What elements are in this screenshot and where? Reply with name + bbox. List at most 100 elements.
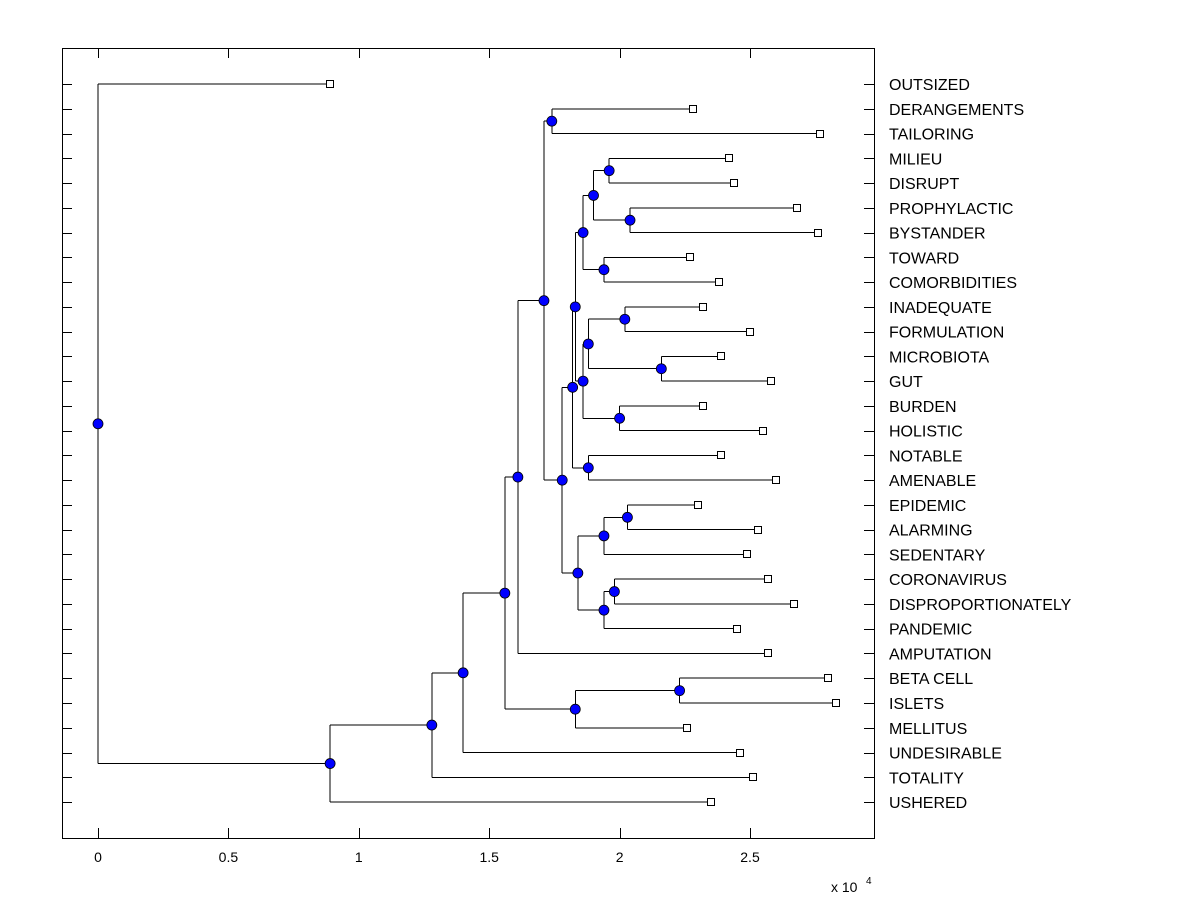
cluster-node bbox=[577, 375, 589, 387]
cluster-node bbox=[569, 301, 581, 313]
leaf-marker bbox=[683, 724, 691, 732]
leaf-label: AMPUTATION bbox=[889, 646, 992, 663]
leaf-marker bbox=[715, 278, 723, 286]
leaf-marker bbox=[730, 179, 738, 187]
leaf-label: ISLETS bbox=[889, 696, 944, 713]
leaf-marker bbox=[759, 427, 767, 435]
leaf-marker bbox=[832, 699, 840, 707]
leaf-label: TAILORING bbox=[889, 127, 974, 144]
cluster-node bbox=[567, 381, 579, 393]
leaf-marker bbox=[699, 303, 707, 311]
leaf-label: DISRUPT bbox=[889, 176, 959, 193]
leaf-label: HOLISTIC bbox=[889, 424, 963, 441]
leaf-label: GUT bbox=[889, 374, 923, 391]
cluster-node bbox=[674, 685, 685, 697]
leaf-label: AMENABLE bbox=[889, 473, 976, 490]
leaf-label: MELLITUS bbox=[889, 721, 967, 738]
plot-area bbox=[62, 48, 875, 839]
leaf-label: FORMULATION bbox=[889, 325, 1004, 342]
leaf-label: OUTSIZED bbox=[889, 77, 970, 94]
leaf-marker bbox=[764, 649, 772, 657]
leaf-marker bbox=[743, 550, 751, 558]
leaf-marker bbox=[725, 154, 733, 162]
x-multiplier-exponent: 4 bbox=[866, 876, 872, 887]
cluster-node bbox=[603, 165, 615, 177]
leaf-marker bbox=[689, 105, 697, 113]
leaf-label: DERANGEMENTS bbox=[889, 102, 1024, 119]
leaf-marker bbox=[754, 526, 762, 534]
leaf-marker bbox=[733, 625, 741, 633]
leaf-label: CORONAVIRUS bbox=[889, 572, 1007, 589]
cluster-node bbox=[324, 758, 336, 769]
leaf-marker bbox=[707, 798, 715, 806]
dendrogram-nodes bbox=[92, 80, 840, 806]
x-tick-label: 2.5 bbox=[740, 849, 760, 865]
leaf-label: PROPHYLACTIC bbox=[889, 201, 1013, 218]
cluster-node bbox=[619, 313, 631, 325]
leaf-label: TOTALITY bbox=[889, 770, 964, 787]
leaf-marker bbox=[749, 773, 757, 781]
leaf-marker bbox=[816, 130, 824, 138]
leaf-marker bbox=[790, 600, 798, 608]
cluster-node bbox=[569, 703, 581, 715]
leaf-label: MILIEU bbox=[889, 151, 942, 168]
leaf-label: BURDEN bbox=[889, 399, 957, 416]
cluster-node bbox=[512, 471, 524, 483]
leaf-marker bbox=[764, 575, 772, 583]
cluster-node bbox=[556, 474, 568, 486]
leaf-marker bbox=[824, 674, 832, 682]
axis-ticks: 0 0.5 1 1.5 2 2.5 bbox=[62, 48, 874, 865]
leaf-label: UNDESIRABLE bbox=[889, 746, 1002, 763]
leaf-marker bbox=[699, 402, 707, 410]
leaf-label: MICROBIOTA bbox=[889, 349, 989, 366]
cluster-node bbox=[546, 115, 558, 127]
leaf-marker bbox=[686, 253, 694, 261]
cluster-node bbox=[582, 462, 594, 474]
cluster-node bbox=[598, 530, 610, 542]
leaf-label: ALARMING bbox=[889, 523, 973, 540]
cluster-node bbox=[577, 227, 589, 238]
x-tick-label: 0.5 bbox=[219, 849, 239, 865]
leaf-marker bbox=[736, 749, 744, 757]
cluster-node bbox=[598, 264, 610, 276]
cluster-node bbox=[624, 214, 636, 226]
cluster-node bbox=[92, 418, 104, 430]
cluster-node bbox=[622, 511, 633, 523]
cluster-node bbox=[582, 338, 594, 350]
leaf-label: NOTABLE bbox=[889, 448, 963, 465]
leaf-labels: OUTSIZED DERANGEMENTS TAILORING MILIEU DISRU… bbox=[889, 77, 1072, 812]
leaf-marker bbox=[326, 80, 334, 88]
leaf-marker bbox=[772, 476, 780, 484]
cluster-node bbox=[588, 190, 599, 201]
leaf-label: DISPROPORTIONATELY bbox=[889, 597, 1072, 614]
leaf-marker bbox=[717, 451, 725, 459]
cluster-node bbox=[499, 587, 511, 599]
x-tick-label: 2 bbox=[616, 849, 624, 865]
x-tick-label: 1.5 bbox=[479, 849, 499, 865]
cluster-node bbox=[457, 667, 469, 679]
leaf-label: COMORBIDITIES bbox=[889, 275, 1017, 292]
leaf-label: EPIDEMIC bbox=[889, 498, 966, 515]
cluster-node bbox=[572, 567, 584, 579]
cluster-node bbox=[426, 719, 438, 731]
cluster-node bbox=[608, 586, 620, 597]
leaf-marker bbox=[793, 204, 801, 212]
cluster-node bbox=[614, 412, 625, 424]
cluster-node bbox=[655, 363, 667, 375]
leaf-label: BETA CELL bbox=[889, 671, 973, 688]
x-tick-label: 1 bbox=[355, 849, 363, 865]
x-multiplier-label: x 10 bbox=[831, 879, 858, 895]
leaf-marker bbox=[814, 229, 822, 237]
x-tick-label: 0 bbox=[94, 849, 102, 865]
leaf-label: SEDENTARY bbox=[889, 547, 986, 564]
leaf-marker bbox=[746, 328, 754, 336]
cluster-node bbox=[598, 604, 610, 616]
leaf-marker bbox=[767, 377, 775, 385]
leaf-label: USHERED bbox=[889, 795, 967, 812]
leaf-label: INADEQUATE bbox=[889, 300, 992, 317]
leaf-marker bbox=[717, 352, 725, 360]
leaf-label: BYSTANDER bbox=[889, 226, 986, 243]
cluster-node bbox=[538, 295, 550, 307]
leaf-marker bbox=[694, 501, 702, 509]
